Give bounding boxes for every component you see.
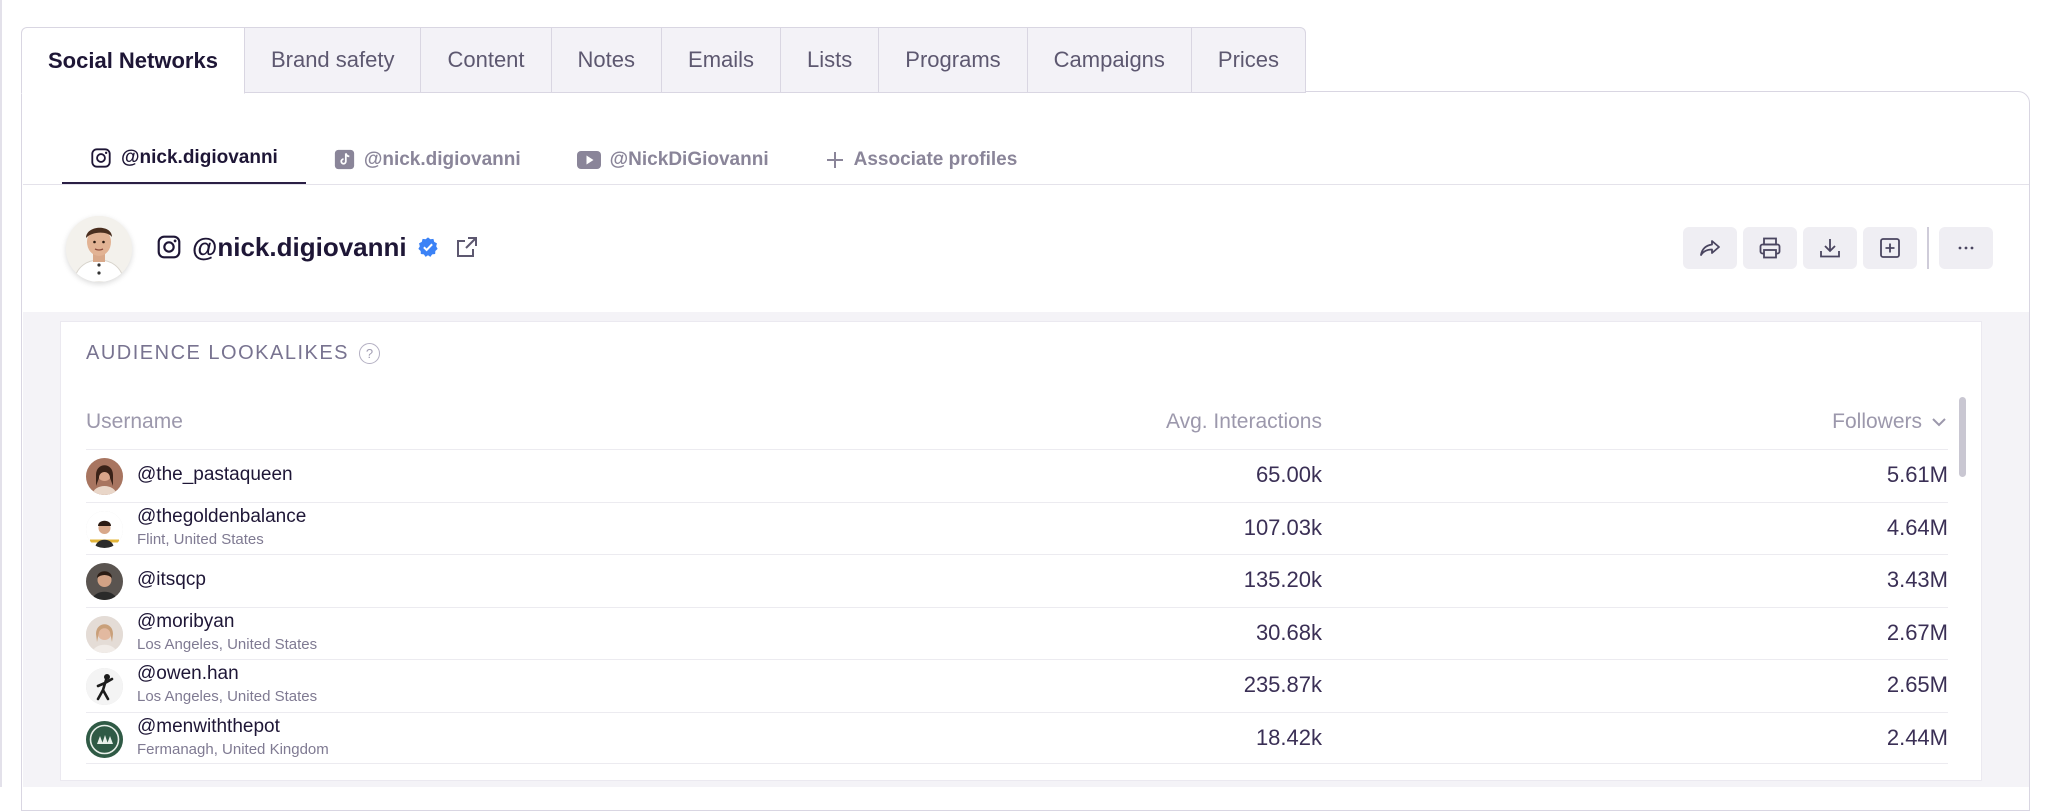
table-header: Username Avg. Interactions Followers bbox=[86, 410, 1948, 436]
tab-lists[interactable]: Lists bbox=[781, 27, 880, 93]
table-row[interactable]: @owen.han Los Angeles, United States 235… bbox=[86, 659, 1948, 712]
profile-tab-tiktok[interactable]: @nick.digiovanni bbox=[306, 134, 549, 185]
row-avg-interactions: 18.42k bbox=[1255, 724, 1322, 750]
profile-actions bbox=[1683, 227, 1993, 269]
avatar bbox=[86, 720, 123, 758]
print-icon bbox=[1759, 237, 1781, 259]
table-row[interactable]: @itsqcp 135.20k 3.43M bbox=[86, 554, 1948, 607]
profile-tab-label: @nick.digiovanni bbox=[363, 148, 521, 170]
column-followers-label: Followers bbox=[1832, 410, 1922, 433]
row-followers: 4.64M bbox=[1886, 514, 1948, 540]
download-button[interactable] bbox=[1803, 227, 1857, 269]
more-icon bbox=[1958, 246, 1974, 250]
tab-programs[interactable]: Programs bbox=[879, 27, 1028, 93]
row-avg-interactions: 107.03k bbox=[1243, 514, 1322, 540]
table-row[interactable]: @moribyan Los Angeles, United States 30.… bbox=[86, 606, 1948, 660]
add-to-list-icon bbox=[1880, 238, 1900, 258]
profile-avatar bbox=[66, 216, 132, 282]
download-icon bbox=[1820, 239, 1840, 258]
tab-social-networks[interactable]: Social Networks bbox=[21, 27, 245, 94]
profile-tabs: @nick.digiovanni @nick.digiovanni @NickD… bbox=[62, 134, 1045, 185]
tab-content[interactable]: Content bbox=[421, 27, 552, 93]
plus-icon bbox=[826, 151, 843, 168]
page-left-border bbox=[0, 0, 2, 787]
row-location: Flint, United States bbox=[137, 530, 264, 548]
print-button[interactable] bbox=[1743, 227, 1797, 269]
youtube-icon bbox=[576, 150, 601, 169]
avatar bbox=[86, 668, 123, 705]
associate-profiles-label: Associate profiles bbox=[853, 148, 1018, 170]
tiktok-icon bbox=[334, 149, 354, 170]
row-username[interactable]: @menwiththepot bbox=[137, 715, 280, 737]
table-row[interactable]: @thegoldenbalance Flint, United States 1… bbox=[86, 501, 1948, 555]
audience-lookalikes-card: AUDIENCE LOOKALIKES ? Username Avg. Inte… bbox=[60, 321, 1982, 781]
more-options-button[interactable] bbox=[1939, 227, 1993, 269]
avatar bbox=[86, 458, 123, 495]
actions-separator bbox=[1927, 227, 1929, 269]
row-avg-interactions: 65.00k bbox=[1255, 462, 1322, 487]
table-row[interactable]: @the_pastaqueen 65.00k 5.61M bbox=[86, 449, 1948, 502]
column-followers[interactable]: Followers bbox=[1832, 410, 1948, 434]
row-location: Fermanagh, United Kingdom bbox=[137, 740, 329, 758]
verified-badge-icon bbox=[417, 237, 438, 257]
avatar bbox=[86, 615, 123, 653]
tab-emails[interactable]: Emails bbox=[662, 27, 782, 93]
tab-campaigns[interactable]: Campaigns bbox=[1027, 27, 1192, 93]
profile-tab-youtube[interactable]: @NickDiGiovanni bbox=[549, 134, 797, 185]
share-icon bbox=[1700, 240, 1720, 256]
tab-notes[interactable]: Notes bbox=[551, 27, 663, 93]
table-scrollbar[interactable] bbox=[1959, 397, 1966, 477]
instagram-icon bbox=[91, 148, 111, 168]
row-location: Los Angeles, United States bbox=[137, 635, 318, 653]
row-followers: 2.65M bbox=[1886, 672, 1948, 697]
column-avg-interactions[interactable]: Avg. Interactions bbox=[1165, 410, 1322, 433]
row-avg-interactions: 235.87k bbox=[1243, 672, 1322, 697]
row-followers: 3.43M bbox=[1886, 567, 1948, 592]
column-username[interactable]: Username bbox=[86, 410, 183, 433]
avatar bbox=[86, 510, 123, 548]
profile-title-line: @nick.digiovanni bbox=[156, 229, 479, 265]
add-to-list-button[interactable] bbox=[1863, 227, 1917, 269]
help-icon[interactable]: ? bbox=[359, 343, 381, 364]
tab-prices[interactable]: Prices bbox=[1191, 27, 1307, 93]
sub-tabs-divider bbox=[23, 184, 2029, 185]
top-tab-bar: Social Networks Brand safety Content Not… bbox=[21, 27, 1307, 94]
row-avg-interactions: 135.20k bbox=[1243, 567, 1322, 592]
associate-profiles-button[interactable]: Associate profiles bbox=[797, 134, 1046, 185]
row-username[interactable]: @owen.han bbox=[137, 663, 239, 684]
profile-tab-label: @NickDiGiovanni bbox=[609, 148, 769, 170]
section-title-text: AUDIENCE LOOKALIKES bbox=[86, 342, 350, 364]
profile-tab-label: @nick.digiovanni bbox=[121, 147, 278, 168]
table-row[interactable]: @menwiththepot Fermanagh, United Kingdom… bbox=[86, 711, 1948, 764]
lookalikes-table-body: @the_pastaqueen 65.00k 5.61M @thegoldenb… bbox=[86, 449, 1948, 764]
instagram-icon bbox=[157, 235, 181, 259]
share-button[interactable] bbox=[1683, 227, 1737, 269]
row-location: Los Angeles, United States bbox=[137, 688, 318, 705]
profile-handle: @nick.digiovanni bbox=[192, 231, 407, 262]
row-username[interactable]: @thegoldenbalance bbox=[137, 505, 307, 527]
section-title: AUDIENCE LOOKALIKES ? bbox=[86, 342, 381, 365]
tab-brand-safety[interactable]: Brand safety bbox=[244, 27, 422, 93]
row-followers: 5.61M bbox=[1886, 462, 1948, 487]
avatar bbox=[86, 563, 123, 600]
row-username[interactable]: @itsqcp bbox=[137, 569, 206, 590]
row-username[interactable]: @moribyan bbox=[137, 610, 235, 632]
row-followers: 2.67M bbox=[1886, 619, 1948, 645]
chevron-down-icon bbox=[1932, 418, 1946, 427]
row-followers: 2.44M bbox=[1886, 724, 1948, 750]
profile-tab-instagram[interactable]: @nick.digiovanni bbox=[62, 134, 306, 185]
external-link-icon[interactable] bbox=[455, 235, 479, 259]
row-avg-interactions: 30.68k bbox=[1255, 619, 1322, 645]
row-username[interactable]: @the_pastaqueen bbox=[137, 464, 293, 485]
